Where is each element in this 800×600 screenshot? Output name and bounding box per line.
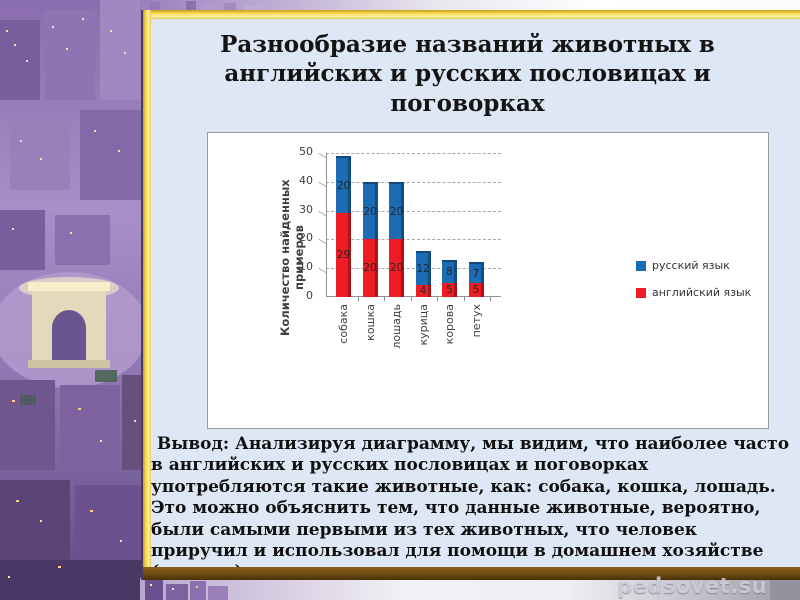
chart: Количество найденных примеров русский яз… <box>207 132 769 429</box>
conclusion-text: Вывод: Анализируя диаграмму, мы видим, ч… <box>151 434 790 582</box>
legend-item-english: английский язык <box>636 286 751 299</box>
y-tick-label-50: 50 <box>299 145 313 158</box>
top-strip-buildings <box>150 1 262 12</box>
segment-english-лошадь: 20 <box>389 239 404 297</box>
y-tick-label-30: 30 <box>299 202 313 216</box>
watermark: pedsovet.su <box>617 574 768 598</box>
x-tick-1 <box>384 297 385 301</box>
x-tick-4 <box>463 297 465 301</box>
value-label-english-корова: 5 <box>446 283 453 296</box>
bar-лошадь: 20 20 <box>389 181 404 297</box>
legend-label-english: английский язык <box>652 286 752 299</box>
legend-label-russian: русский язык <box>652 259 730 272</box>
gridline-10 <box>326 268 501 270</box>
category-label-курица: курица <box>416 304 430 346</box>
value-label-russian-корова: 8 <box>446 266 453 279</box>
segment-english-курица: 4 <box>415 285 431 298</box>
legend-marker-russian <box>636 260 646 271</box>
value-label-english-курица: 4 <box>419 285 427 298</box>
segment-russian-корова: 8 <box>442 259 457 283</box>
bar-кошка: 20 20 <box>362 181 378 297</box>
gridline-40 <box>326 181 501 183</box>
segment-russian-лошадь: 20 <box>389 181 404 240</box>
y-tick-label-40: 40 <box>299 173 313 187</box>
segment-russian-собака: 20 <box>336 155 351 214</box>
segment-english-кошка: 20 <box>362 239 378 297</box>
y-tick-label-0: 0 <box>306 289 313 302</box>
panel-border-left <box>143 10 151 580</box>
bar-курица: 12 4 <box>415 250 431 298</box>
gridline-20 <box>326 239 501 241</box>
x-tick-2 <box>410 297 412 301</box>
value-label-russian-кошка: 20 <box>363 205 377 218</box>
segment-russian-кошка: 20 <box>362 181 378 240</box>
legend-marker-english <box>636 287 646 298</box>
value-label-english-кошка: 20 <box>363 262 377 275</box>
value-label-russian-петух: 7 <box>472 267 480 280</box>
bar-собака: 20 29 <box>336 155 351 297</box>
category-label-лошадь: лошадь <box>390 304 403 349</box>
panel-border-bottom <box>143 567 800 580</box>
gridline-50 <box>326 153 501 154</box>
panel-border-top <box>143 10 800 19</box>
bottom-strip-buildings <box>145 578 800 600</box>
legend-item-russian: русский язык <box>636 259 751 272</box>
x-tick-5 <box>490 297 491 301</box>
slide-panel: Разнообразие названий животных в английс… <box>141 10 800 582</box>
value-label-russian-курица: 12 <box>416 263 430 276</box>
category-label-собака: собака <box>337 304 350 344</box>
y-tick-label-20: 20 <box>299 231 313 245</box>
gridline-30 <box>326 210 501 212</box>
value-label-russian-собака: 20 <box>336 179 351 192</box>
slide-title: Разнообразие названий животных в английс… <box>220 31 715 117</box>
arc-de-triomphe <box>19 277 119 368</box>
chart-legend: русский язык английский язык <box>636 259 751 313</box>
segment-russian-курица: 12 <box>415 250 431 286</box>
segment-english-собака: 29 <box>336 213 351 297</box>
category-label-кошка: кошка <box>363 304 377 341</box>
plot-frame <box>326 153 501 297</box>
y-tick-label-10: 10 <box>299 260 313 274</box>
segment-english-корова: 5 <box>442 282 457 297</box>
segment-russian-петух: 7 <box>468 262 484 283</box>
category-label-петух: петух <box>469 304 483 338</box>
x-tick-3 <box>437 297 438 301</box>
value-label-english-собака: 29 <box>336 249 351 262</box>
window-lights <box>6 18 136 578</box>
value-label-english-лошадь: 20 <box>389 262 404 275</box>
segment-english-петух: 5 <box>468 282 484 297</box>
value-label-russian-лошадь: 20 <box>389 205 404 218</box>
value-label-english-петух: 5 <box>472 283 480 296</box>
category-label-корова: корова <box>443 304 456 345</box>
x-tick-0 <box>357 297 359 301</box>
